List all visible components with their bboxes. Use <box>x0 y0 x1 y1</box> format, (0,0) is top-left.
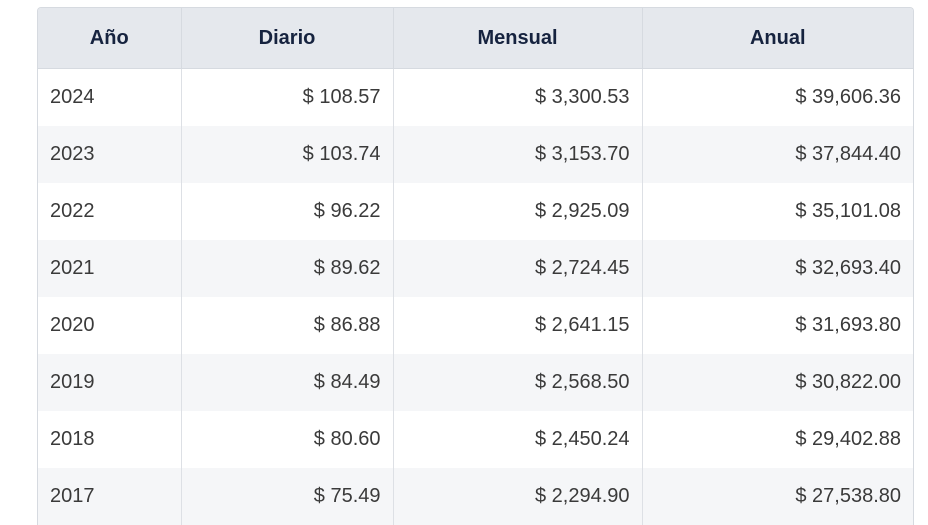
cell-year: 2017 <box>38 468 182 525</box>
cell-monthly: $ 2,724.45 <box>393 240 643 297</box>
cell-annual: $ 32,693.40 <box>642 240 913 297</box>
cell-year: 2021 <box>38 240 182 297</box>
header-monthly: Mensual <box>393 8 643 69</box>
header-daily: Diario <box>181 8 394 69</box>
cell-daily: $ 108.57 <box>181 68 394 126</box>
cell-year: 2024 <box>38 68 182 126</box>
cell-daily: $ 86.88 <box>181 297 394 354</box>
table-row: 2021 $ 89.62 $ 2,724.45 $ 32,693.40 <box>38 240 913 297</box>
cell-monthly: $ 2,925.09 <box>393 183 643 240</box>
cell-daily: $ 84.49 <box>181 354 394 411</box>
cell-daily: $ 96.22 <box>181 183 394 240</box>
table-row: 2018 $ 80.60 $ 2,450.24 $ 29,402.88 <box>38 411 913 468</box>
cell-year: 2022 <box>38 183 182 240</box>
cell-annual: $ 35,101.08 <box>795 200 901 222</box>
header-year: Año <box>38 8 182 69</box>
cell-monthly: $ 3,153.70 <box>393 126 643 183</box>
cell-annual: $ 29,402.88 <box>795 428 901 450</box>
table-header-row: Año Diario Mensual Anual <box>38 8 913 69</box>
cell-daily: $ 80.60 <box>181 411 394 468</box>
cell-year: 2023 <box>38 126 182 183</box>
cell-year: 2018 <box>38 411 182 468</box>
cell-annual: $ 37,844.40 <box>642 126 913 183</box>
cell-annual: $ 39,606.36 <box>795 86 901 108</box>
salary-table-container: Año Diario Mensual Anual 2024 $ 108.57 $ 3… <box>37 7 914 525</box>
header-annual: Anual <box>642 8 913 69</box>
cell-daily: $ 75.49 <box>181 468 394 525</box>
table-row: 2020 $ 86.88 $ 2,641.15 $ 31,693.80 <box>38 297 913 354</box>
cell-monthly: $ 2,450.24 <box>393 411 643 468</box>
table-row: 2017 $ 75.49 $ 2,294.90 $ 27,538.80 <box>38 468 913 525</box>
table-row: 2023 $ 103.74 $ 3,153.70 $ 37,844.40 <box>38 126 913 183</box>
cell-monthly: $ 2,568.50 <box>393 354 643 411</box>
cell-year: 2020 <box>38 297 182 354</box>
cell-annual: $ 30,822.00 <box>642 354 913 411</box>
cell-year: 2019 <box>38 354 182 411</box>
salary-table: Año Diario Mensual Anual 2024 $ 108.57 $ 3… <box>38 8 913 525</box>
cell-monthly: $ 2,294.90 <box>393 468 643 525</box>
cell-annual: $ 31,693.80 <box>795 314 901 336</box>
cell-daily: $ 89.62 <box>181 240 394 297</box>
table-row: 2022 $ 96.22 $ 2,925.09 $ 35,101.08 <box>38 183 913 240</box>
table-row: 2024 $ 108.57 $ 3,300.53 $ 39,606.36 <box>38 68 913 126</box>
table-row: 2019 $ 84.49 $ 2,568.50 $ 30,822.00 <box>38 354 913 411</box>
cell-daily: $ 103.74 <box>181 126 394 183</box>
cell-annual: $ 27,538.80 <box>642 468 913 525</box>
cell-monthly: $ 2,641.15 <box>393 297 643 354</box>
cell-monthly: $ 3,300.53 <box>393 68 643 126</box>
